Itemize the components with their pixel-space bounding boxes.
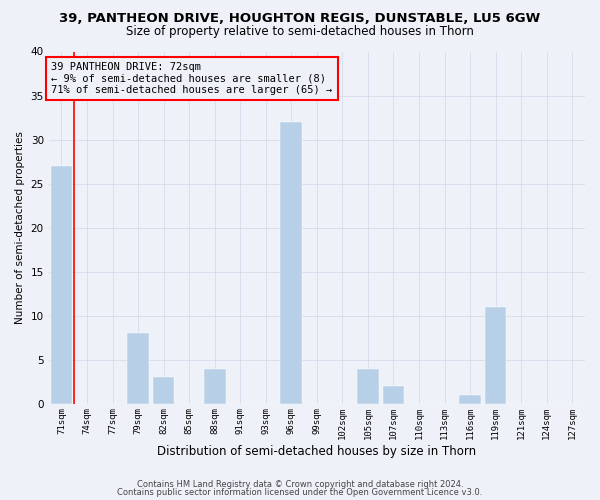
Bar	[383, 386, 404, 404]
Y-axis label: Number of semi-detached properties: Number of semi-detached properties	[15, 132, 25, 324]
X-axis label: Distribution of semi-detached houses by size in Thorn: Distribution of semi-detached houses by …	[157, 444, 476, 458]
Text: Contains HM Land Registry data © Crown copyright and database right 2024.: Contains HM Land Registry data © Crown c…	[137, 480, 463, 489]
Bar	[280, 122, 302, 404]
Bar	[127, 334, 149, 404]
Bar	[485, 307, 506, 404]
Text: Contains public sector information licensed under the Open Government Licence v3: Contains public sector information licen…	[118, 488, 482, 497]
Bar	[153, 378, 175, 404]
Text: 39, PANTHEON DRIVE, HOUGHTON REGIS, DUNSTABLE, LU5 6GW: 39, PANTHEON DRIVE, HOUGHTON REGIS, DUNS…	[59, 12, 541, 24]
Bar	[357, 368, 379, 404]
Text: 39 PANTHEON DRIVE: 72sqm
← 9% of semi-detached houses are smaller (8)
71% of sem: 39 PANTHEON DRIVE: 72sqm ← 9% of semi-de…	[52, 62, 332, 96]
Text: Size of property relative to semi-detached houses in Thorn: Size of property relative to semi-detach…	[126, 25, 474, 38]
Bar	[459, 395, 481, 404]
Bar	[50, 166, 72, 404]
Bar	[204, 368, 226, 404]
